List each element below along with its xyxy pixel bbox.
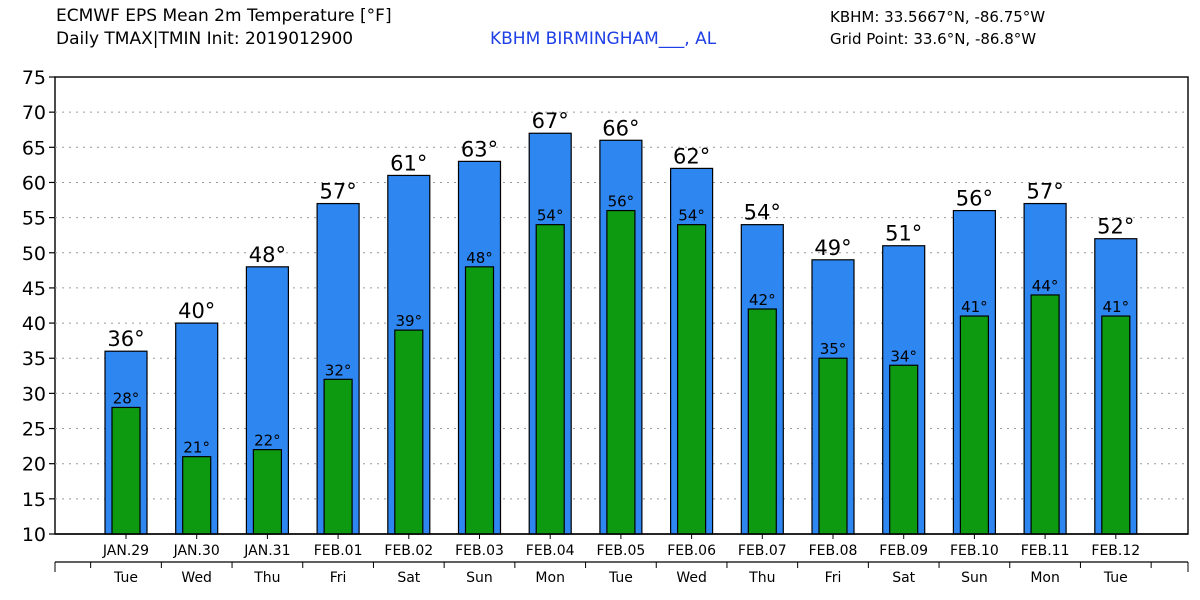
y-tick-label: 75 [22,67,46,89]
day-label: Wed [181,570,212,586]
tmin-label: 35° [820,340,847,358]
x-tick-label: FEB.01 [314,543,363,559]
tmin-label: 41° [1103,298,1130,316]
day-label: Tue [113,570,138,586]
day-label: Mon [1030,570,1060,586]
tmin-label: 44° [1032,277,1059,295]
tmax-label: 40° [178,299,215,323]
y-tick-label: 40 [22,313,46,335]
x-tick-label: FEB.02 [384,543,433,559]
tmin-bar [323,378,353,535]
tmin-bar [252,449,282,535]
tmax-label: 62° [673,144,710,168]
tmin-label: 42° [749,291,776,309]
day-label: Sat [397,570,420,586]
x-tick-label: FEB.04 [526,543,575,559]
tmin-label: 54° [678,207,705,225]
grid-point-coords: Grid Point: 33.6°N, -86.8°W [830,30,1037,48]
y-tick-label: 15 [22,489,46,511]
y-tick-label: 65 [22,137,46,159]
x-tick-label: FEB.12 [1091,543,1140,559]
y-tick-label: 60 [22,172,46,194]
x-tick-label: FEB.05 [597,543,646,559]
tmin-label: 22° [254,432,281,450]
y-tick-label: 45 [22,278,46,300]
y-tick-label: 30 [22,383,46,405]
tmin-label: 21° [183,439,210,457]
tmax-label: 57° [319,180,356,204]
day-label: Fri [330,570,347,586]
x-tick-label: JAN.31 [243,543,290,559]
tmax-label: 56° [956,187,993,211]
x-tick-label: FEB.06 [667,543,716,559]
tmin-label: 56° [608,193,635,211]
day-label: Sat [892,570,915,586]
day-label: Thu [253,570,280,586]
tmin-label: 32° [325,361,352,379]
day-label: Thu [748,570,775,586]
x-tick-label: FEB.03 [455,543,504,559]
tmin-bar [1030,294,1060,535]
tmin-bar [889,364,919,535]
x-tick-label: FEB.07 [738,543,787,559]
tmax-label: 36° [107,327,144,351]
day-label: Tue [608,570,633,586]
tmin-bar [818,357,848,535]
tmin-label: 39° [396,312,423,330]
station-coords: KBHM: 33.5667°N, -86.75°W [830,8,1046,26]
tmin-bar [182,456,212,535]
tmin-bar [1101,315,1131,535]
tmin-label: 48° [466,249,493,267]
y-tick-label: 10 [22,524,46,546]
y-tick-label: 20 [22,454,46,476]
tmax-label: 49° [814,236,851,260]
tmin-label: 41° [961,298,988,316]
chart-title: ECMWF EPS Mean 2m Temperature [°F] [56,6,392,26]
tmax-label: 51° [885,222,922,246]
x-tick-label: FEB.10 [950,543,999,559]
tmin-bar [676,224,707,535]
tmin-bar [606,209,636,535]
tmin-bar [535,224,565,535]
tmin-bar [959,315,990,535]
y-tick-label: 35 [22,348,46,370]
x-tick-label: FEB.08 [809,543,858,559]
tmin-label: 34° [890,347,917,365]
day-label: Sun [466,570,493,586]
tmin-bar [464,266,495,535]
y-tick-label: 50 [22,243,46,265]
day-label: Sun [961,570,988,586]
tmax-label: 66° [602,116,639,140]
x-tick-label: FEB.09 [879,543,928,559]
x-tick-label: JAN.30 [173,543,220,559]
day-label: Fri [825,570,842,586]
y-tick-label: 55 [22,208,46,230]
day-label: Tue [1103,570,1128,586]
tmin-bar [111,406,141,535]
tmin-bar [747,308,777,535]
y-tick-label: 25 [22,419,46,441]
y-tick-label: 70 [22,102,46,124]
tmax-label: 54° [744,201,781,225]
tmin-label: 28° [113,389,140,407]
tmax-label: 61° [390,151,427,175]
tmax-label: 67° [532,109,569,133]
x-tick-label: FEB.11 [1021,543,1070,559]
day-label: Wed [676,570,707,586]
x-tick-label: JAN.29 [102,543,149,559]
tmax-label: 63° [461,137,498,161]
station-name: KBHM BIRMINGHAM___, AL [490,29,717,49]
tmax-label: 57° [1026,180,1063,204]
tmin-label: 54° [537,207,564,225]
tmax-label: 48° [249,243,286,267]
tmin-bar [394,329,424,535]
chart-subtitle: Daily TMAX|TMIN Init: 2019012900 [56,29,354,49]
day-label: Mon [535,570,565,586]
tmax-label: 52° [1097,215,1134,239]
